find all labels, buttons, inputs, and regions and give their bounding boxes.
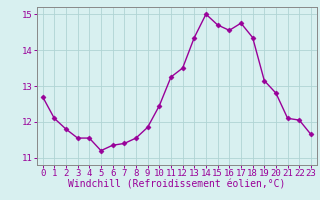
X-axis label: Windchill (Refroidissement éolien,°C): Windchill (Refroidissement éolien,°C) — [68, 180, 285, 190]
